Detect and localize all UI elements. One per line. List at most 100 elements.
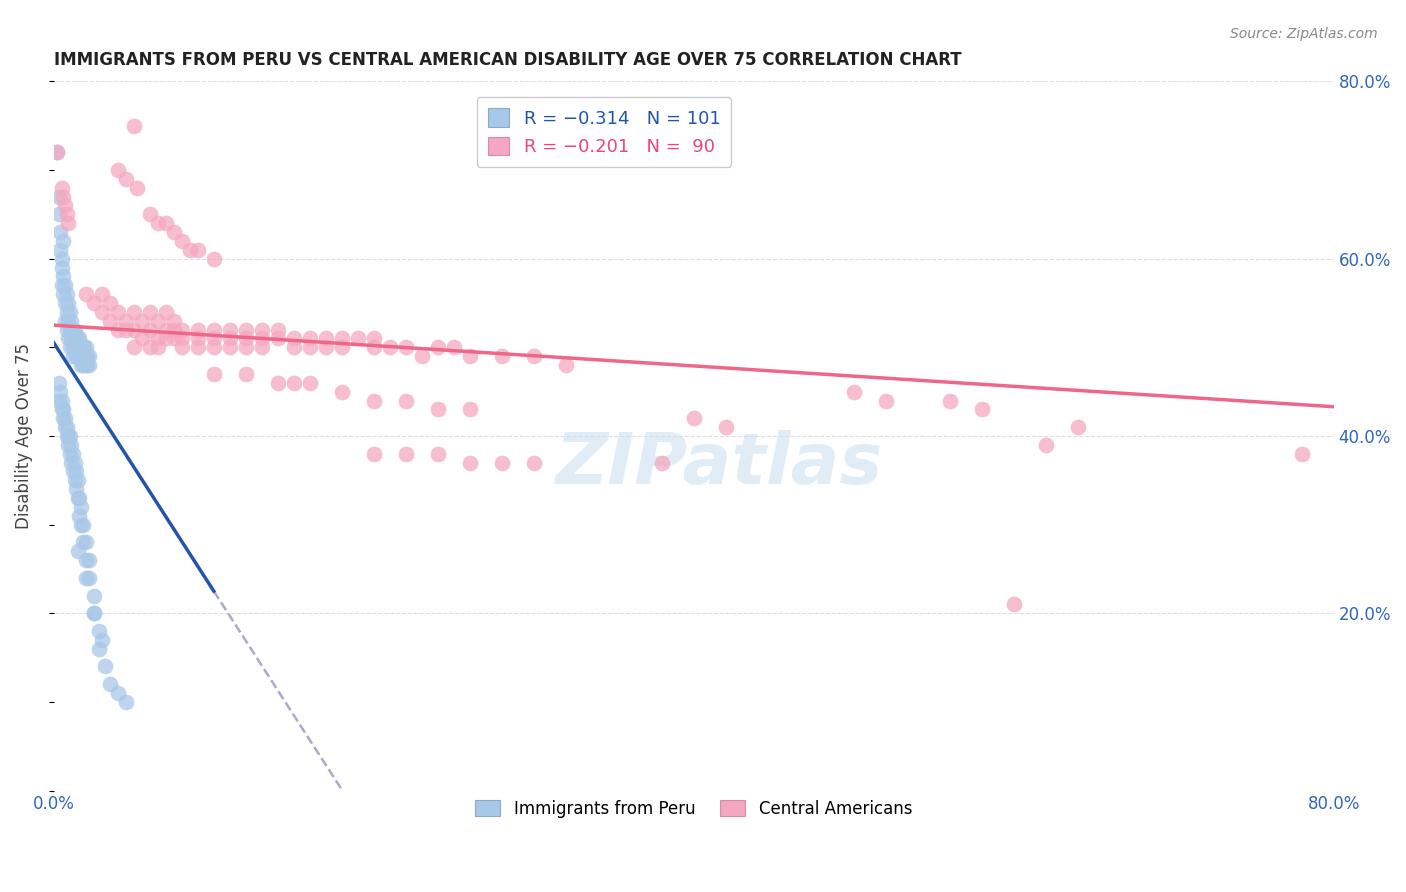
Point (378, 340, 401, 354)
Point (73, 340, 96, 354)
Point (49, 243, 72, 257)
Point (75, 535, 97, 549)
Point (77, 571, 100, 585)
Point (62, 447, 84, 461)
Point (94, 659, 117, 673)
Point (53, 314, 76, 328)
Point (66, 349, 89, 363)
Point (202, 252, 225, 266)
Point (65, 331, 87, 345)
Y-axis label: Disability Age Over 75: Disability Age Over 75 (15, 343, 32, 529)
Point (98, 296, 121, 310)
Point (83, 296, 105, 310)
Point (107, 163, 129, 178)
Point (58, 438, 80, 452)
Point (67, 340, 90, 354)
Point (458, 456, 481, 470)
Point (59, 429, 82, 443)
Point (75, 571, 97, 585)
Point (53, 296, 76, 310)
Point (53, 420, 76, 434)
Point (170, 340, 193, 354)
Point (72, 517, 94, 532)
Point (75, 287, 97, 301)
Point (63, 456, 86, 470)
Point (187, 243, 209, 257)
Point (363, 340, 385, 354)
Point (49, 384, 72, 399)
Point (267, 322, 290, 336)
Point (59, 447, 82, 461)
Point (70, 500, 93, 514)
Point (77, 553, 100, 567)
Point (155, 331, 177, 345)
Point (48, 376, 70, 390)
Point (651, 456, 673, 470)
Point (330, 340, 353, 354)
Point (363, 447, 385, 461)
Point (139, 322, 162, 336)
Point (426, 447, 449, 461)
Point (970, 402, 993, 417)
Point (51, 180, 73, 194)
Point (235, 331, 257, 345)
Point (67, 331, 90, 345)
Point (46, 145, 69, 160)
Point (67, 508, 90, 523)
Point (114, 322, 136, 336)
Point (426, 340, 449, 354)
Point (65, 349, 87, 363)
Point (55, 429, 77, 443)
Point (52, 189, 75, 203)
Point (155, 322, 177, 336)
Point (114, 314, 136, 328)
Point (62, 465, 84, 479)
Point (66, 473, 89, 487)
Point (179, 243, 201, 257)
Point (58, 314, 80, 328)
Point (298, 340, 321, 354)
Point (66, 331, 89, 345)
Point (163, 314, 186, 328)
Point (283, 376, 305, 390)
Point (267, 331, 290, 345)
Point (1035, 438, 1057, 452)
Point (87, 641, 110, 656)
Point (131, 331, 153, 345)
Point (411, 349, 433, 363)
Point (77, 349, 100, 363)
Point (51, 260, 73, 275)
Point (395, 393, 418, 408)
Point (170, 234, 193, 248)
Point (53, 278, 76, 293)
Point (75, 553, 97, 567)
Point (55, 207, 77, 221)
Point (51, 278, 73, 293)
Point (75, 349, 97, 363)
Point (139, 340, 162, 354)
Point (98, 314, 121, 328)
Point (202, 322, 225, 336)
Point (52, 411, 75, 425)
Point (70, 349, 93, 363)
Point (298, 331, 321, 345)
Point (67, 349, 90, 363)
Point (1066, 420, 1088, 434)
Point (202, 331, 225, 345)
Point (49, 225, 72, 239)
Point (346, 331, 368, 345)
Point (107, 686, 129, 700)
Point (58, 296, 80, 310)
Point (63, 473, 86, 487)
Point (48, 207, 70, 221)
Point (72, 349, 94, 363)
Point (90, 305, 112, 319)
Point (218, 322, 240, 336)
Point (66, 544, 89, 558)
Point (75, 358, 97, 372)
Point (75, 340, 97, 354)
Point (458, 402, 481, 417)
Point (83, 589, 105, 603)
Text: Source: ZipAtlas.com: Source: ZipAtlas.com (1230, 27, 1378, 41)
Point (458, 349, 481, 363)
